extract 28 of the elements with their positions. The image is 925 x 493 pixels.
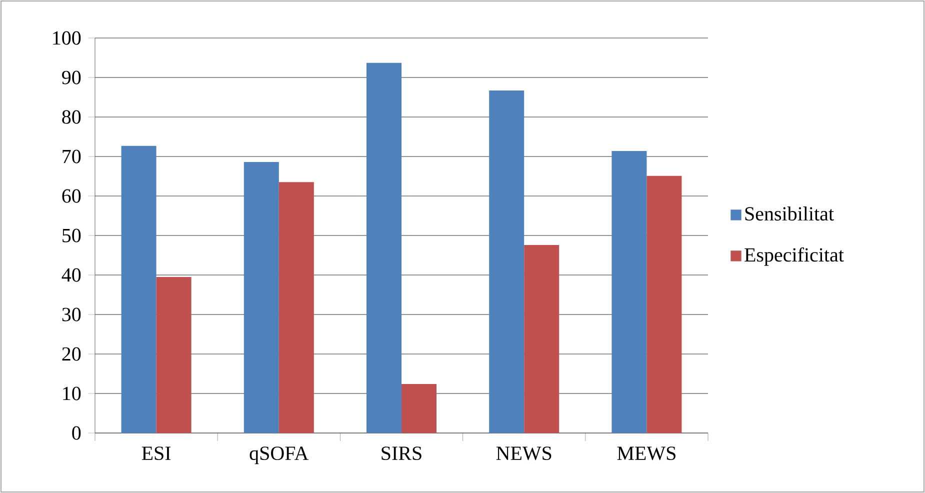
x-tick-label: MEWS [617,446,676,460]
legend-label: Sensibilitat [745,206,834,221]
bar [366,62,402,433]
bar [646,176,682,433]
x-tick-label: ESI [142,446,171,460]
y-tick-label: 20 [62,347,81,361]
y-tick-label: 40 [62,268,81,282]
bar [156,276,192,433]
bar [278,182,314,433]
bar [121,146,156,433]
x-tick-label: NEWS [496,446,552,460]
y-tick-label: 70 [62,150,81,164]
y-tick-label: 90 [62,70,81,84]
bar [489,90,524,433]
bar [402,384,436,433]
y-tick-label: 100 [53,31,81,45]
y-tick-label: 30 [62,308,81,322]
y-tick-label: 80 [62,110,81,124]
bar [244,162,279,433]
x-tick-label: qSOFA [250,446,309,464]
y-tick-label: 10 [63,386,81,400]
bar [612,150,647,433]
y-tick-label: 50 [62,228,81,242]
y-tick-label: 0 [72,426,81,440]
legend-label: Especificitat [744,247,844,266]
x-tick-label: SIRS [382,446,422,460]
y-tick-label: 60 [62,189,81,203]
bar [524,244,560,433]
